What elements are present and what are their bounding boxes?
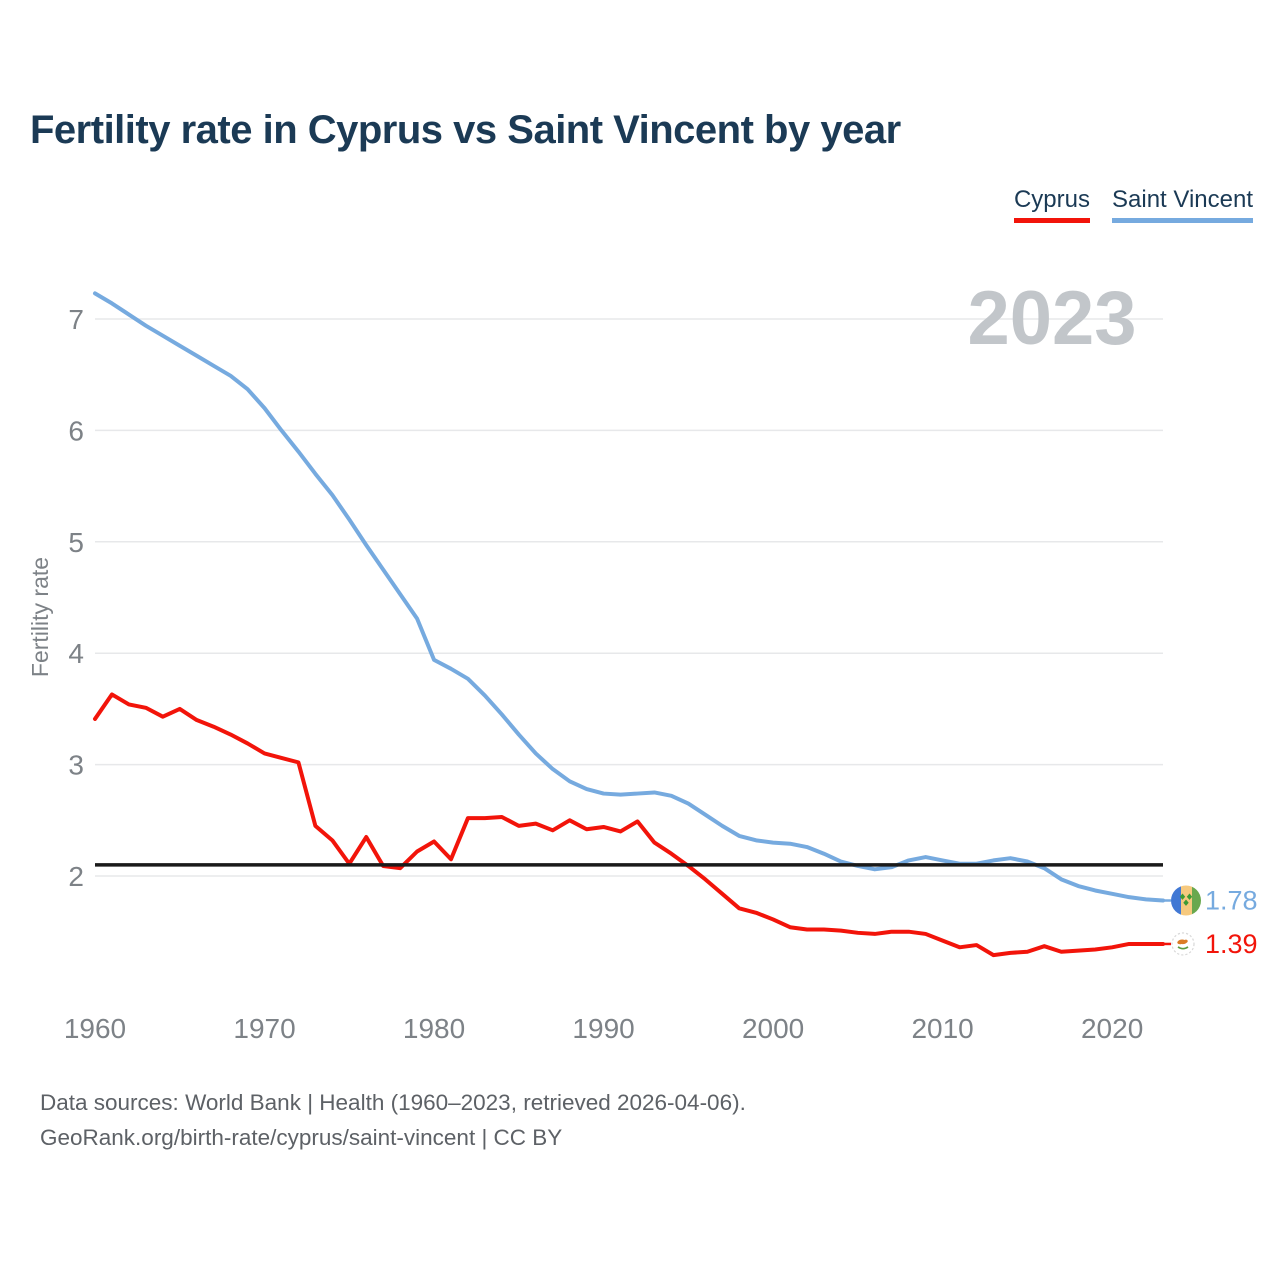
attribution-line: GeoRank.org/birth-rate/cyprus/saint-vinc…	[40, 1124, 563, 1150]
data-sources-line: Data sources: World Bank | Health (1960–…	[40, 1090, 746, 1115]
y-tick-label: 6	[68, 415, 84, 446]
series-lines	[93, 291, 1171, 958]
cyprus-end-value: 1.39	[1205, 929, 1258, 959]
y-axis-grid: 2 3 4 5 6 7	[68, 304, 1163, 892]
x-tick-label: 1980	[403, 1013, 465, 1044]
footer: Data sources: World Bank | Health (1960–…	[40, 1086, 746, 1156]
x-tick-label: 2000	[742, 1013, 804, 1044]
page-title: Fertility rate in Cyprus vs Saint Vincen…	[30, 108, 901, 152]
x-tick-label: 1970	[233, 1013, 295, 1044]
legend-item-saint-vincent[interactable]: Saint Vincent	[1112, 186, 1253, 223]
year-watermark: 2023	[967, 276, 1136, 361]
legend-swatch-cyprus	[1013, 218, 1090, 223]
y-tick-label: 5	[68, 527, 84, 558]
x-tick-label: 1960	[64, 1013, 126, 1044]
saint-vincent-end-value: 1.78	[1205, 886, 1258, 916]
x-tick-label: 1990	[572, 1013, 634, 1044]
y-axis-label: Fertility rate	[27, 557, 53, 677]
legend-swatch-saint-vincent	[1112, 218, 1253, 223]
legend-label-saint-vincent: Saint Vincent	[1112, 186, 1253, 213]
fertility-line-chart: 2 3 4 5 6 7 2023 1960 1970 1980 1990 2000 2010 2020…	[27, 276, 1258, 1044]
y-tick-label: 3	[68, 750, 84, 781]
x-tick-label: 2010	[911, 1013, 973, 1044]
x-axis-ticks: 1960 1970 1980 1990 2000 2010 2020	[64, 1013, 1143, 1044]
legend-label-cyprus: Cyprus	[1013, 186, 1090, 213]
saint-vincent-flag-icon	[1171, 885, 1201, 916]
y-tick-label: 7	[68, 304, 84, 335]
saint-vincent-line[interactable]	[93, 291, 1165, 903]
legend: Cyprus Saint Vincent	[1013, 186, 1253, 223]
legend-item-cyprus[interactable]: Cyprus	[1013, 186, 1090, 223]
x-tick-label: 2020	[1081, 1013, 1143, 1044]
cyprus-flag-icon	[1171, 932, 1195, 956]
y-tick-label: 4	[68, 638, 84, 669]
cyprus-line[interactable]	[93, 692, 1165, 958]
y-tick-label: 2	[68, 861, 84, 892]
